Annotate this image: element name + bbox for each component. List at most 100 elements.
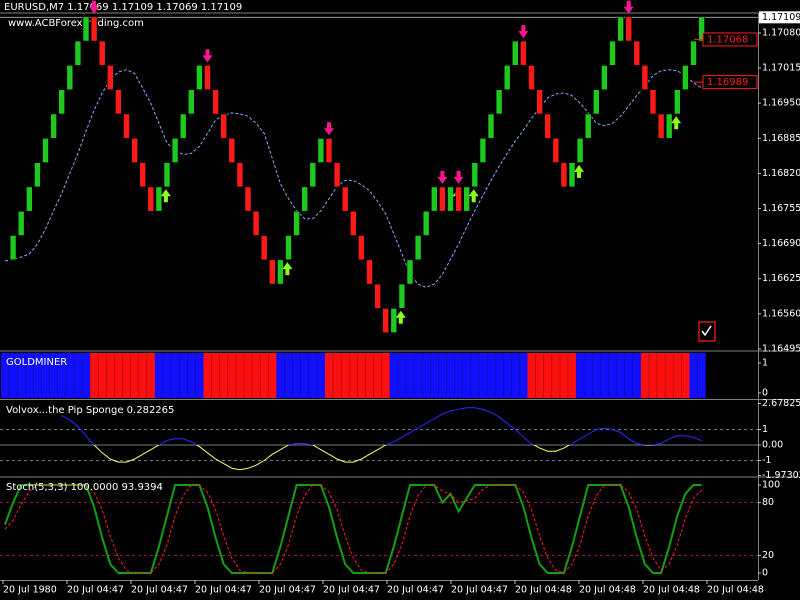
y-tick-label: 1.16625 xyxy=(762,273,800,284)
y-tick-label: 1.17015 xyxy=(762,63,800,74)
up-brick xyxy=(277,259,284,285)
down-brick xyxy=(374,283,381,309)
down-brick xyxy=(212,89,219,115)
down-brick xyxy=(236,162,244,188)
y-tick-label: 2.678256 xyxy=(762,398,800,409)
down-brick xyxy=(123,113,130,139)
y-tick-label: 1.16820 xyxy=(762,168,800,179)
signal-block xyxy=(276,353,325,398)
down-brick xyxy=(325,137,333,163)
signal-block xyxy=(527,353,577,398)
x-tick-label: 20 Jul 04:47 xyxy=(131,585,188,596)
y-tick-label: 1.16560 xyxy=(762,308,800,319)
down-brick xyxy=(228,137,236,163)
current-price-label: 1.17109 xyxy=(762,12,800,23)
y-tick-label: 100 xyxy=(762,480,780,491)
up-brick xyxy=(665,113,673,139)
signal-block xyxy=(154,353,204,398)
x-tick-label: 20 Jul 04:47 xyxy=(67,585,124,596)
down-brick xyxy=(252,210,260,236)
down-brick xyxy=(536,89,543,115)
up-brick xyxy=(34,162,41,188)
up-brick xyxy=(74,40,82,66)
down-brick xyxy=(520,40,527,66)
up-brick xyxy=(690,40,697,66)
sell-arrow xyxy=(453,170,464,184)
up-brick xyxy=(511,40,519,66)
up-brick xyxy=(293,210,300,236)
signal-block xyxy=(576,353,641,398)
chart-title: EURUSD,M7 1.17069 1.17109 1.17069 1.1710… xyxy=(4,2,242,13)
down-brick xyxy=(649,89,657,115)
up-brick xyxy=(471,162,479,188)
signal-line xyxy=(4,484,702,574)
up-brick xyxy=(503,65,511,90)
down-brick xyxy=(349,210,357,236)
down-brick xyxy=(657,113,665,139)
x-tick-label: 20 Jul 04:48 xyxy=(579,585,636,596)
down-brick xyxy=(107,65,114,90)
up-brick xyxy=(179,113,187,139)
y-tick-label: -1 xyxy=(762,455,771,466)
y-tick-label: 1 xyxy=(762,424,768,435)
up-brick xyxy=(576,137,584,163)
up-brick xyxy=(171,137,179,163)
price-label: 1.17068 xyxy=(707,34,748,45)
x-tick-label: 20 Jul 1980 xyxy=(3,585,57,596)
buy-arrow xyxy=(671,116,682,130)
x-tick-label: 20 Jul 04:47 xyxy=(451,585,508,596)
down-brick xyxy=(382,308,390,334)
alert-icon xyxy=(698,321,716,342)
down-brick xyxy=(633,40,641,66)
up-brick xyxy=(406,259,414,285)
up-brick xyxy=(50,113,57,139)
panel-title: GOLDMINER xyxy=(6,357,67,368)
signal-block xyxy=(203,353,277,398)
up-brick xyxy=(82,16,90,42)
up-brick xyxy=(9,235,17,261)
up-brick xyxy=(601,65,608,90)
y-tick-label: 0.00 xyxy=(762,440,783,451)
y-tick-label: -1.973024 xyxy=(762,470,800,481)
current-price-box xyxy=(759,11,800,24)
down-brick xyxy=(625,16,633,42)
down-brick xyxy=(139,162,146,188)
panel-title: Stoch(5,3,3) 100.0000 93.9394 xyxy=(6,482,163,493)
up-brick xyxy=(58,89,66,115)
down-brick xyxy=(455,186,462,212)
signal-block xyxy=(689,353,706,398)
up-brick xyxy=(463,186,471,212)
down-brick xyxy=(528,65,535,90)
up-brick xyxy=(155,186,163,212)
down-brick xyxy=(131,137,138,163)
x-tick-label: 20 Jul 04:47 xyxy=(259,585,316,596)
sell-arrow xyxy=(324,122,334,136)
down-brick xyxy=(366,259,373,285)
up-brick xyxy=(25,186,33,212)
up-brick xyxy=(584,113,592,139)
x-tick-label: 20 Jul 04:47 xyxy=(195,585,252,596)
y-tick-label: 0 xyxy=(762,567,768,578)
oscillator-line-positive xyxy=(61,407,702,446)
up-brick xyxy=(698,16,705,42)
y-tick-label: 1.17080 xyxy=(762,27,800,38)
price-label: 1.16989 xyxy=(707,77,748,88)
price-label-box xyxy=(702,75,758,90)
down-brick xyxy=(552,137,560,163)
sell-arrow xyxy=(202,49,213,63)
y-tick-label: 0 xyxy=(762,387,768,398)
sell-arrow xyxy=(89,0,100,14)
down-brick xyxy=(358,235,365,261)
down-brick xyxy=(260,235,268,261)
main-line xyxy=(4,484,702,574)
up-brick xyxy=(188,89,195,115)
up-brick xyxy=(487,113,495,139)
buy-arrow xyxy=(574,164,584,178)
down-brick xyxy=(220,113,227,139)
down-brick xyxy=(90,16,98,42)
down-brick xyxy=(439,186,446,212)
up-brick xyxy=(163,162,171,188)
down-brick xyxy=(115,89,122,115)
buy-arrow xyxy=(282,262,293,276)
